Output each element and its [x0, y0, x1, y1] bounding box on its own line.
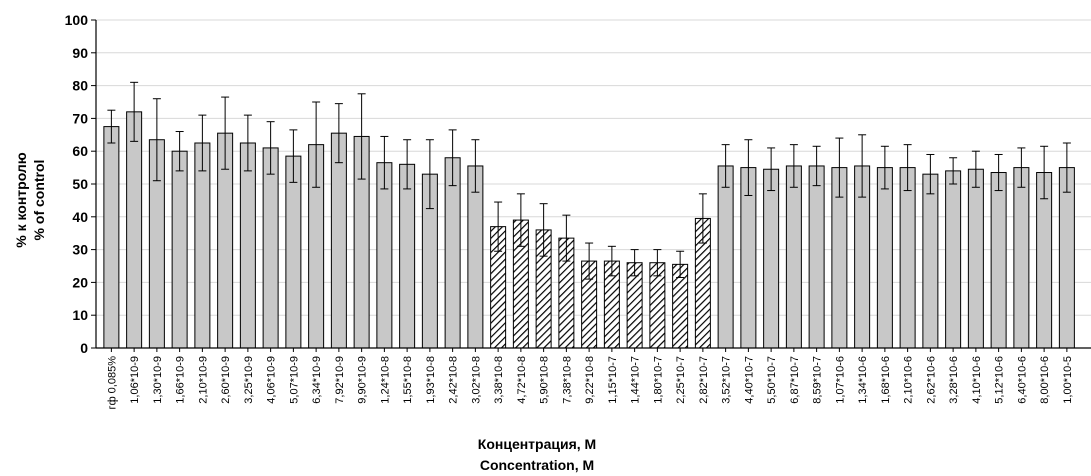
- x-tick-label: 4,40*10-7: [743, 356, 755, 404]
- x-tick-label: 2,62*10-6: [925, 356, 937, 404]
- x-tick-label: 9,22*10-8: [584, 356, 596, 404]
- y-tick-label: 20: [72, 274, 88, 290]
- x-tick-label: гф 0,085%: [106, 356, 118, 410]
- x-tick-label: 1,24*10-8: [379, 356, 391, 404]
- x-tick-label: 1,44*10-7: [630, 356, 642, 404]
- gridlines: [96, 19, 1091, 316]
- bar: [808, 165, 825, 349]
- y-tick-label: 0: [80, 340, 88, 356]
- x-tick-label: 6,40*10-6: [1016, 356, 1028, 404]
- x-tick-label: 8,00*10-6: [1039, 356, 1051, 404]
- x-tick-label: 3,25*10-9: [243, 356, 255, 404]
- x-tick-label: 7,92*10-9: [334, 356, 346, 404]
- x-tick-label: 5,12*10-6: [994, 356, 1006, 404]
- axes: [91, 19, 1091, 352]
- y-tick-label: 70: [72, 110, 88, 126]
- bar: [467, 165, 484, 349]
- y-tick-label: 90: [72, 45, 88, 61]
- x-tick-label: 2,60*10-9: [220, 356, 232, 404]
- bar: [239, 142, 256, 349]
- x-tick-label: 1,93*10-8: [425, 356, 437, 404]
- y-axis-title-line-1: % к контролю: [13, 152, 29, 248]
- x-tick-label: 4,72*10-8: [516, 356, 528, 404]
- bar: [990, 172, 1007, 349]
- y-tick-label: 100: [65, 12, 89, 28]
- bar: [126, 111, 143, 349]
- bar: [399, 163, 416, 349]
- y-tick-label: 40: [72, 209, 88, 225]
- y-tick-labels: 0 10 20 30 40 50 60 70 80 90 100: [65, 12, 89, 356]
- bar: [1058, 167, 1075, 349]
- x-tick-label: 9,90*10-9: [357, 356, 369, 404]
- x-tick-label: 2,42*10-8: [448, 356, 460, 404]
- x-axis-title: Концентрация, М Concentration, M: [478, 436, 596, 473]
- x-tick-label: 7,38*10-8: [561, 356, 573, 404]
- bar: [785, 165, 802, 349]
- bar: [876, 167, 893, 349]
- x-tick-label: 1,00*10-5: [1062, 356, 1074, 404]
- bar: [285, 155, 302, 349]
- y-axis-title: % к контролю % of control: [13, 152, 47, 248]
- x-tick-label: 3,28*10-6: [948, 356, 960, 404]
- bar: [376, 162, 393, 349]
- x-tick-label: 2,10*10-9: [197, 356, 209, 404]
- y-axis-title-line-2: % of control: [31, 160, 47, 241]
- bar: [103, 126, 120, 349]
- x-tick-label: 1,07*10-6: [834, 356, 846, 404]
- x-tick-label: 3,38*10-8: [493, 356, 505, 404]
- bar: [262, 147, 279, 349]
- x-axis-title-line-2: Concentration, M: [480, 457, 594, 473]
- y-tick-label: 80: [72, 78, 88, 94]
- x-tick-label: 4,06*10-9: [266, 356, 278, 404]
- bar: [171, 150, 188, 349]
- x-tick-label: 3,02*10-8: [470, 356, 482, 404]
- bar: [1013, 167, 1030, 349]
- bar: [194, 142, 211, 349]
- y-tick-label: 60: [72, 143, 88, 159]
- x-tick-label: 1,06*10-9: [129, 356, 141, 404]
- bar: [967, 168, 984, 349]
- x-tick-label: 6,34*10-9: [311, 356, 323, 404]
- bar: [717, 165, 734, 349]
- x-tick-label: 2,25*10-7: [675, 356, 687, 404]
- y-tick-label: 10: [72, 307, 88, 323]
- x-tick-label: 1,30*10-9: [152, 356, 164, 404]
- bar: [922, 173, 939, 349]
- x-tick-label: 5,07*10-9: [288, 356, 300, 404]
- x-tick-label: 8,59*10-7: [812, 356, 824, 404]
- x-tick-label: 1,15*10-7: [607, 356, 619, 404]
- x-tick-label: 1,34*10-6: [857, 356, 869, 404]
- x-tick-label: 1,68*10-6: [880, 356, 892, 404]
- x-tick-label: 4,10*10-6: [971, 356, 983, 404]
- x-tick-label: 1,55*10-8: [402, 356, 414, 404]
- y-tick-label: 50: [72, 176, 88, 192]
- bar: [899, 167, 916, 349]
- bars: [103, 111, 1075, 349]
- bar: [945, 170, 962, 349]
- x-tick-label: 5,50*10-7: [766, 356, 778, 404]
- x-tick-labels: гф 0,085% 1,06*10-9 1,30*10-9 1,66*10-9 2,10…: [106, 356, 1074, 410]
- x-tick-label: 1,66*10-9: [175, 356, 187, 404]
- bar: [763, 168, 780, 349]
- bar: [330, 132, 347, 349]
- x-axis-title-line-1: Концентрация, М: [478, 436, 596, 452]
- x-tick-label: 2,10*10-6: [903, 356, 915, 404]
- x-tick-label: 2,82*10-7: [698, 356, 710, 404]
- x-tick-label: 5,90*10-8: [539, 356, 551, 404]
- x-tick-label: 1,80*10-7: [652, 356, 664, 404]
- bar: [444, 157, 461, 349]
- x-tick-label: 6,87*10-7: [789, 356, 801, 404]
- x-tick-label: 3,52*10-7: [721, 356, 733, 404]
- y-tick-label: 30: [72, 242, 88, 258]
- error-bars: [107, 81, 1071, 280]
